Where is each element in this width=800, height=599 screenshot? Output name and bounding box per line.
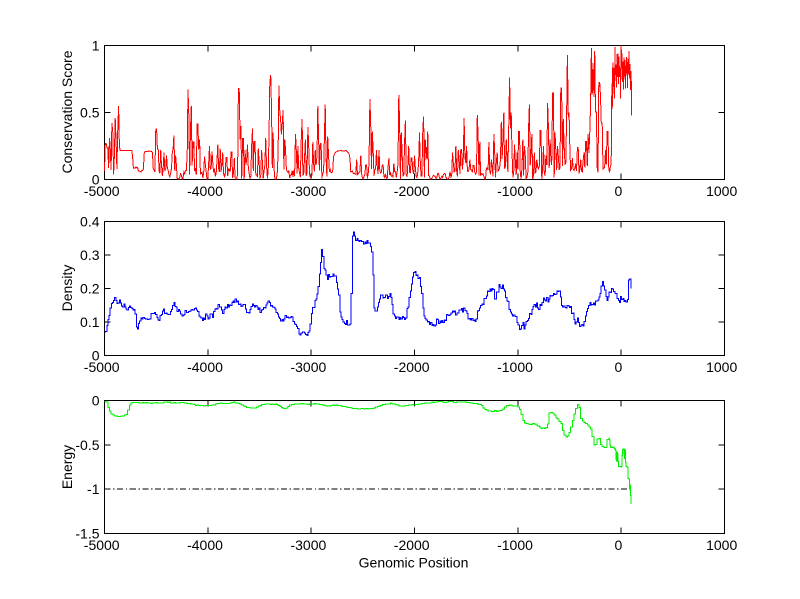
svg-text:-0.5: -0.5 bbox=[75, 437, 99, 453]
svg-text:0: 0 bbox=[615, 359, 623, 375]
svg-text:1000: 1000 bbox=[706, 537, 737, 553]
svg-text:-2000: -2000 bbox=[394, 183, 430, 199]
svg-text:-5000: -5000 bbox=[84, 537, 120, 553]
svg-text:-4000: -4000 bbox=[187, 183, 223, 199]
svg-text:0.2: 0.2 bbox=[80, 281, 100, 297]
svg-text:-4000: -4000 bbox=[187, 359, 223, 375]
svg-text:0: 0 bbox=[92, 348, 100, 364]
svg-text:-1: -1 bbox=[87, 481, 100, 497]
svg-text:0.4: 0.4 bbox=[80, 214, 100, 230]
svg-text:0: 0 bbox=[615, 183, 623, 199]
svg-text:0.3: 0.3 bbox=[80, 247, 100, 263]
svg-text:0: 0 bbox=[92, 393, 100, 409]
svg-text:-2000: -2000 bbox=[394, 537, 430, 553]
svg-text:-4000: -4000 bbox=[187, 537, 223, 553]
svg-text:0.1: 0.1 bbox=[80, 314, 100, 330]
svg-text:-2000: -2000 bbox=[394, 359, 430, 375]
svg-text:-5000: -5000 bbox=[84, 359, 120, 375]
svg-text:-1000: -1000 bbox=[497, 359, 533, 375]
svg-text:Genomic Position: Genomic Position bbox=[359, 555, 469, 571]
svg-text:-3000: -3000 bbox=[290, 183, 326, 199]
svg-text:1: 1 bbox=[92, 38, 100, 54]
svg-text:-3000: -3000 bbox=[290, 359, 326, 375]
svg-text:Conservation Score: Conservation Score bbox=[59, 50, 75, 173]
svg-text:0.5: 0.5 bbox=[80, 105, 100, 121]
svg-text:-1.5: -1.5 bbox=[75, 526, 99, 542]
svg-text:1000: 1000 bbox=[706, 183, 737, 199]
svg-text:-5000: -5000 bbox=[84, 183, 120, 199]
svg-text:Density: Density bbox=[59, 265, 75, 312]
svg-text:-3000: -3000 bbox=[290, 537, 326, 553]
svg-text:-1000: -1000 bbox=[497, 537, 533, 553]
svg-text:0: 0 bbox=[615, 537, 623, 553]
svg-text:0: 0 bbox=[92, 172, 100, 188]
svg-text:Energy: Energy bbox=[59, 445, 75, 489]
svg-text:1000: 1000 bbox=[706, 359, 737, 375]
svg-text:-1000: -1000 bbox=[497, 183, 533, 199]
